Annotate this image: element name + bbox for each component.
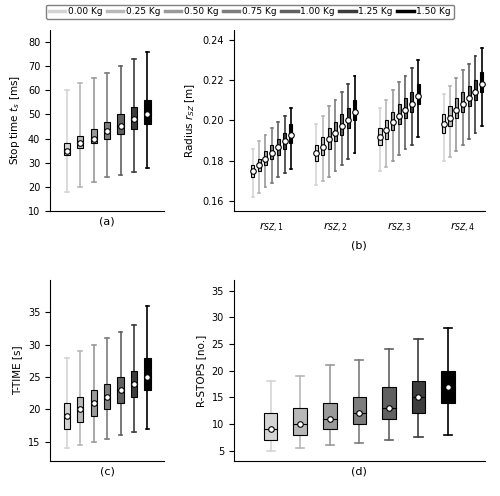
Bar: [118, 377, 124, 403]
Bar: [323, 403, 336, 429]
X-axis label: (c): (c): [100, 467, 114, 477]
Bar: [118, 115, 124, 134]
Bar: [251, 165, 254, 177]
Bar: [404, 98, 407, 119]
Bar: [315, 145, 318, 161]
Bar: [258, 159, 260, 171]
Bar: [264, 151, 267, 165]
X-axis label: (b): (b): [352, 241, 367, 250]
Bar: [90, 390, 97, 416]
Bar: [294, 408, 307, 434]
Bar: [410, 92, 414, 113]
Y-axis label: R-STOPS [no.]: R-STOPS [no.]: [196, 334, 206, 407]
Bar: [104, 122, 110, 138]
Bar: [448, 106, 452, 126]
Bar: [346, 108, 350, 128]
Bar: [385, 121, 388, 138]
Bar: [353, 100, 356, 121]
Bar: [144, 100, 150, 124]
Bar: [64, 403, 70, 429]
Bar: [283, 132, 286, 149]
Bar: [131, 371, 137, 396]
Bar: [468, 86, 470, 106]
Bar: [340, 115, 344, 134]
Legend: 0.00 Kg, 0.25 Kg, 0.50 Kg, 0.75 Kg, 1.00 Kg, 1.25 Kg, 1.50 Kg: 0.00 Kg, 0.25 Kg, 0.50 Kg, 0.75 Kg, 1.00…: [46, 4, 454, 19]
Bar: [64, 143, 70, 155]
Bar: [398, 104, 400, 124]
Bar: [378, 128, 382, 145]
Bar: [334, 123, 337, 140]
Bar: [455, 98, 458, 119]
Bar: [461, 92, 464, 113]
Y-axis label: T-TIME [s]: T-TIME [s]: [12, 346, 22, 395]
Bar: [264, 413, 278, 440]
Bar: [77, 136, 84, 148]
Bar: [474, 80, 477, 100]
Bar: [270, 145, 274, 159]
Bar: [131, 107, 137, 129]
X-axis label: (a): (a): [100, 217, 115, 227]
Bar: [442, 115, 445, 132]
Bar: [321, 136, 324, 155]
Y-axis label: Stop time $t_s$ [ms]: Stop time $t_s$ [ms]: [8, 75, 22, 165]
Y-axis label: Radius $r_{SZ}$ [m]: Radius $r_{SZ}$ [m]: [183, 83, 197, 158]
Bar: [352, 397, 366, 424]
Bar: [416, 84, 420, 104]
Bar: [90, 129, 97, 143]
Bar: [144, 358, 150, 390]
Bar: [328, 128, 330, 149]
Bar: [290, 124, 292, 142]
Bar: [391, 113, 394, 130]
Bar: [382, 386, 396, 419]
Bar: [77, 396, 84, 423]
Bar: [276, 138, 280, 155]
Bar: [412, 381, 426, 413]
X-axis label: (d): (d): [352, 467, 368, 477]
Bar: [442, 371, 455, 403]
Bar: [104, 383, 110, 410]
Bar: [480, 72, 484, 92]
